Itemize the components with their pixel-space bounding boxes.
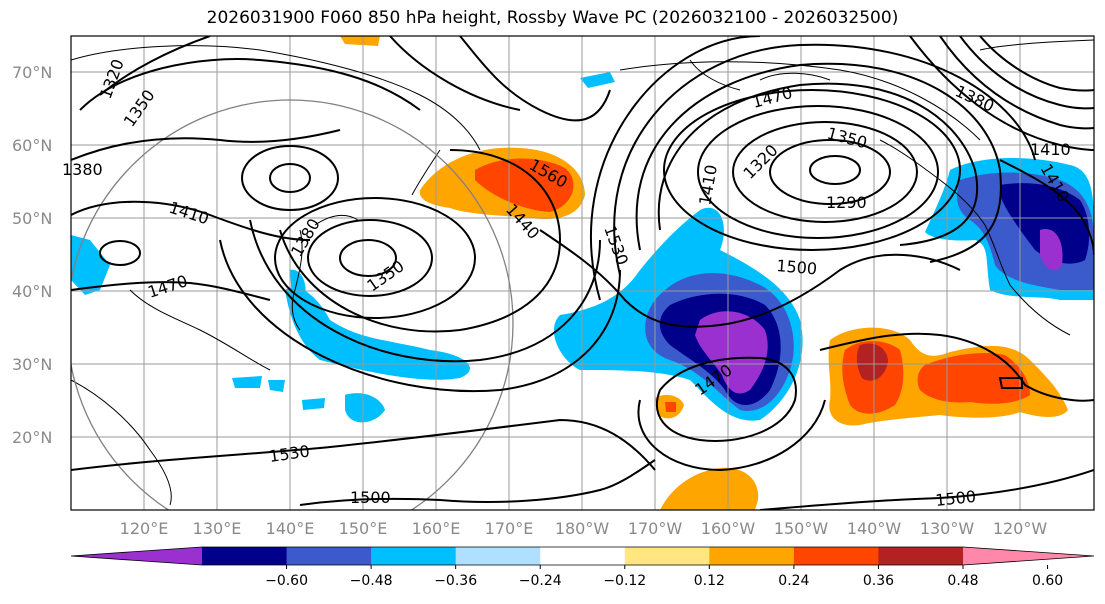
- colorbar-tick-label: −0.60: [265, 573, 308, 589]
- lat-label: 40°N: [12, 282, 52, 301]
- map-frame: [70, 35, 1095, 511]
- colorbar-tick-label: 0.24: [778, 573, 809, 589]
- lon-label: 180°W: [555, 519, 610, 538]
- colorbar-tick-label: −0.36: [434, 573, 477, 589]
- height-contours: [71, 36, 1094, 510]
- lon-label: 130°E: [193, 519, 242, 538]
- strongest-negative-anomaly: [695, 311, 768, 394]
- lon-label: 150°W: [774, 519, 829, 538]
- lon-label: 170°W: [628, 519, 683, 538]
- lon-label: 140°E: [266, 519, 315, 538]
- lon-label: 160°W: [701, 519, 756, 538]
- lat-label: 60°N: [12, 136, 52, 155]
- colorbar-tick-label: −0.12: [603, 573, 646, 589]
- map-title: 2026031900 F060 850 hPa height, Rossby W…: [206, 8, 899, 28]
- colorbar-swatch: [793, 547, 879, 565]
- colorbar-extend-max: [963, 547, 1094, 565]
- colorbar-tick-label: 0.48: [947, 573, 978, 589]
- lon-label: 150°E: [339, 519, 388, 538]
- colorbar-swatch: [455, 547, 541, 565]
- lon-label: 120°E: [120, 519, 169, 538]
- colorbar-swatch: [540, 547, 626, 565]
- longitude-labels: 120°E 130°E 140°E 150°E 160°E 170°E 180°…: [120, 519, 1048, 538]
- colorbar-tick-label: 0.36: [863, 573, 894, 589]
- colorbar: −0.60 −0.48 −0.36 −0.24 −0.12 0.12 0.24 0.36 0.4…: [70, 546, 1095, 589]
- negative-anomaly-japan: [285, 287, 470, 380]
- lon-label: 160°E: [412, 519, 461, 538]
- lon-label: 170°E: [485, 519, 534, 538]
- colorbar-swatch: [624, 547, 710, 565]
- colorbar-swatch: [709, 547, 795, 565]
- colorbar-swatch: [371, 547, 457, 565]
- reference-circle: [71, 99, 514, 510]
- colorbar-swatch: [202, 547, 288, 565]
- positive-anomaly-south: [660, 467, 759, 510]
- colorbar-swatch: [286, 547, 372, 565]
- contour-label: 1500: [776, 256, 818, 278]
- lat-label: 30°N: [12, 355, 52, 374]
- contour-label: 1410: [1030, 140, 1071, 159]
- colorbar-tick-label: −0.48: [350, 573, 393, 589]
- contour-label: 1290: [826, 193, 867, 212]
- colorbar-tick-label: 0.12: [694, 573, 725, 589]
- lon-label: 140°W: [847, 519, 902, 538]
- anomaly-shading: [71, 36, 1094, 510]
- contour-label: 1500: [934, 487, 976, 510]
- contour-label: 1500: [350, 488, 391, 507]
- colorbar-extend-min: [71, 547, 202, 565]
- lon-label: 120°W: [993, 519, 1048, 538]
- lat-label: 20°N: [12, 428, 52, 447]
- colorbar-swatch: [878, 547, 964, 565]
- colorbar-tick-label: −0.24: [519, 573, 562, 589]
- latitude-labels: 70°N 60°N 50°N 40°N 30°N 20°N: [12, 63, 52, 447]
- lat-label: 50°N: [12, 209, 52, 228]
- colorbar-tick-label: 0.60: [1032, 573, 1063, 589]
- contour-label: 1380: [62, 160, 103, 179]
- lat-label: 70°N: [12, 63, 52, 82]
- lon-label: 130°W: [920, 519, 975, 538]
- colorbar-outline: [70, 546, 1095, 566]
